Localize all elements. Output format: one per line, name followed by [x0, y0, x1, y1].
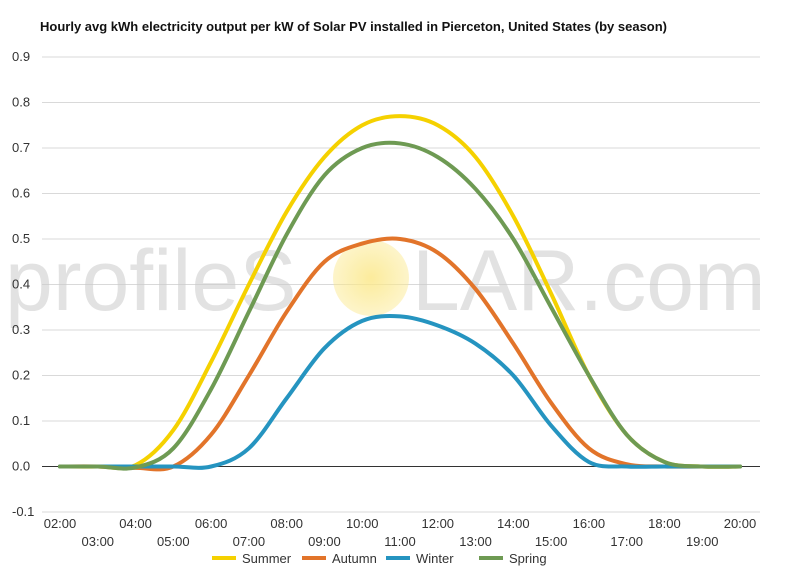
y-tick-label: 0.8 — [12, 95, 30, 110]
watermark: profileS LAR.com — [5, 233, 766, 329]
x-tick-label: 20:00 — [724, 516, 757, 531]
axes: 0.9 0.8 0.7 0.6 0.5 0.4 0.3 0.2 0.1 0.0 -0.1 02:00 0… — [12, 49, 760, 549]
y-tick-label: 0.0 — [12, 459, 30, 474]
x-tick-label: 12:00 — [422, 516, 455, 531]
y-tick-label: 0.4 — [12, 277, 30, 292]
y-tick-label: 0.6 — [12, 186, 30, 201]
legend-label-autumn: Autumn — [332, 551, 377, 566]
x-tick-label: 13:00 — [459, 534, 492, 549]
y-tick-label: 0.3 — [12, 322, 30, 337]
x-tick-label: 06:00 — [195, 516, 228, 531]
y-tick-label: 0.9 — [12, 49, 30, 64]
watermark-text-right: LAR.com — [412, 233, 766, 329]
y-tick-label: 0.2 — [12, 368, 30, 383]
x-tick-label: 16:00 — [573, 516, 606, 531]
series-line-winter — [58, 313, 742, 470]
legend-label-spring: Spring — [509, 551, 547, 566]
chart-title: Hourly avg kWh electricity output per kW… — [40, 19, 668, 34]
series-lines — [58, 114, 742, 472]
x-tick-label: 05:00 — [157, 534, 190, 549]
x-tick-label: 03:00 — [82, 534, 115, 549]
x-tick-label: 15:00 — [535, 534, 568, 549]
y-tick-label: 0.7 — [12, 140, 30, 155]
x-tick-label: 07:00 — [233, 534, 266, 549]
x-tick-label: 18:00 — [648, 516, 681, 531]
legend-label-summer: Summer — [242, 551, 292, 566]
watermark-sun-icon — [333, 240, 409, 316]
y-tick-label: 0.5 — [12, 231, 30, 246]
x-tick-label: 10:00 — [346, 516, 379, 531]
series-line-spring — [58, 140, 742, 471]
x-tick-label: 11:00 — [384, 534, 416, 549]
legend-label-winter: Winter — [416, 551, 454, 566]
x-tick-label: 09:00 — [308, 534, 341, 549]
x-tick-label: 02:00 — [44, 516, 77, 531]
x-tick-label: 17:00 — [610, 534, 643, 549]
legend: Summer Autumn Winter Spring — [212, 551, 547, 566]
y-tick-label: 0.1 — [12, 413, 30, 428]
x-tick-label: 14:00 — [497, 516, 530, 531]
x-tick-label: 08:00 — [270, 516, 303, 531]
y-tick-label: -0.1 — [12, 504, 34, 519]
x-tick-label: 19:00 — [686, 534, 719, 549]
x-tick-label: 04:00 — [119, 516, 152, 531]
